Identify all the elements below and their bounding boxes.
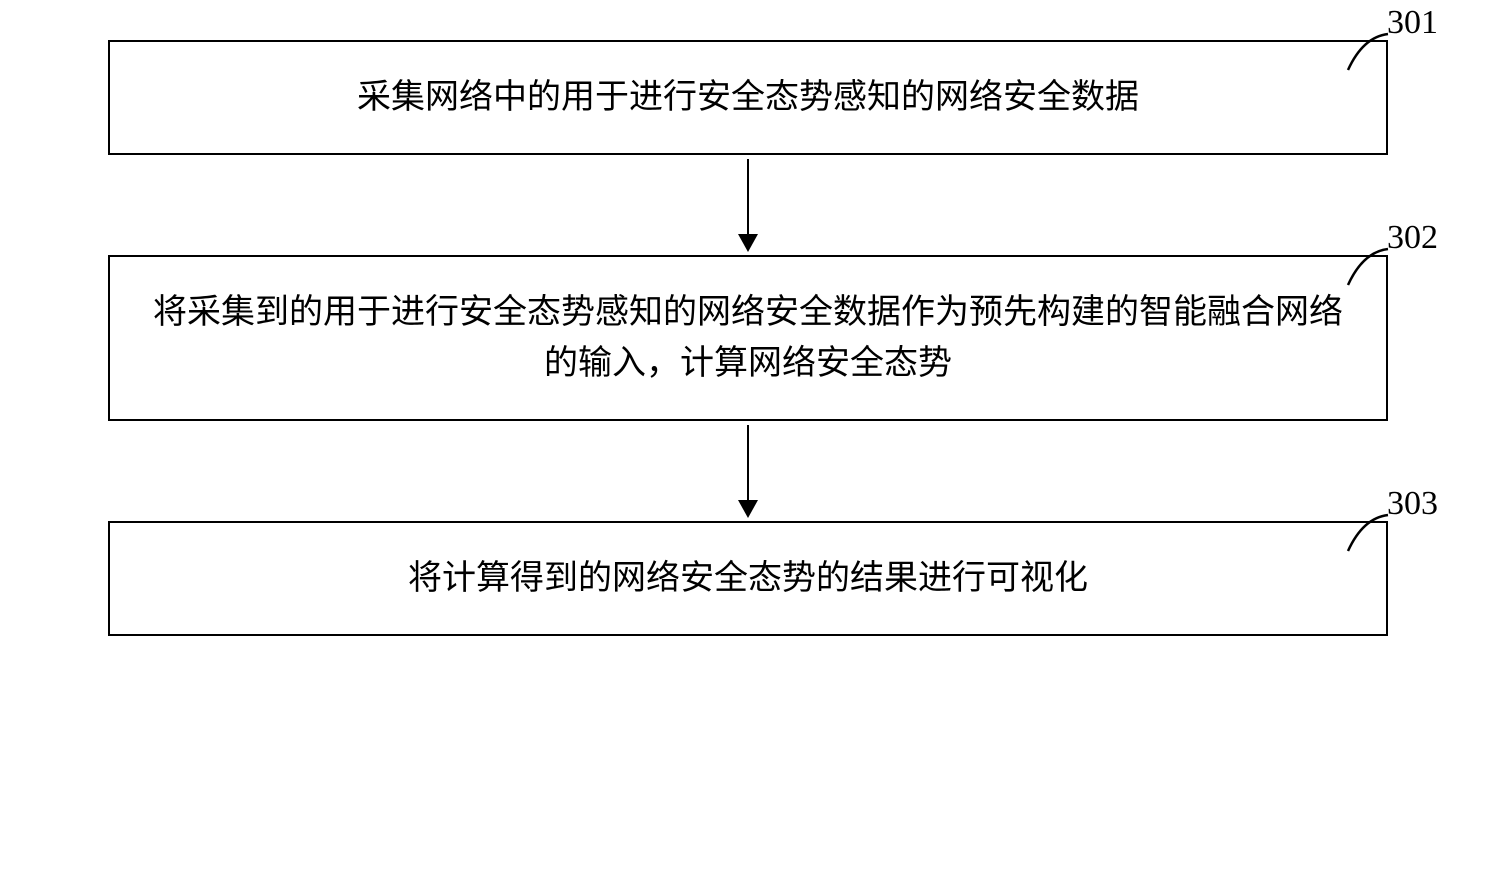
flowchart-container: 301 采集网络中的用于进行安全态势感知的网络安全数据 302 将采集到的用于进… [48,40,1448,636]
step-label-303: 303 [1387,485,1438,523]
step-text-303: 将计算得到的网络安全态势的结果进行可视化 [408,553,1088,604]
arrow-head [738,234,758,252]
arrow-301-302 [738,155,758,255]
step-text-302: 将采集到的用于进行安全态势感知的网络安全数据作为预先构建的智能融合网络的输入，计… [150,287,1346,389]
arrow-head [738,500,758,518]
step-label-302: 302 [1387,219,1438,257]
connector-curve-302 [1343,247,1393,287]
step-box-303: 将计算得到的网络安全态势的结果进行可视化 [108,521,1388,636]
connector-curve-303 [1343,513,1393,553]
step-box-302: 将采集到的用于进行安全态势感知的网络安全数据作为预先构建的智能融合网络的输入，计… [108,255,1388,421]
step-wrapper-302: 302 将采集到的用于进行安全态势感知的网络安全数据作为预先构建的智能融合网络的… [48,255,1448,421]
arrow-line [747,425,749,500]
connector-curve-301 [1343,32,1393,72]
step-text-301: 采集网络中的用于进行安全态势感知的网络安全数据 [357,72,1139,123]
step-wrapper-301: 301 采集网络中的用于进行安全态势感知的网络安全数据 [48,40,1448,155]
step-box-301: 采集网络中的用于进行安全态势感知的网络安全数据 [108,40,1388,155]
step-wrapper-303: 303 将计算得到的网络安全态势的结果进行可视化 [48,521,1448,636]
arrow-line [747,159,749,234]
step-label-301: 301 [1387,4,1438,42]
arrow-302-303 [738,421,758,521]
